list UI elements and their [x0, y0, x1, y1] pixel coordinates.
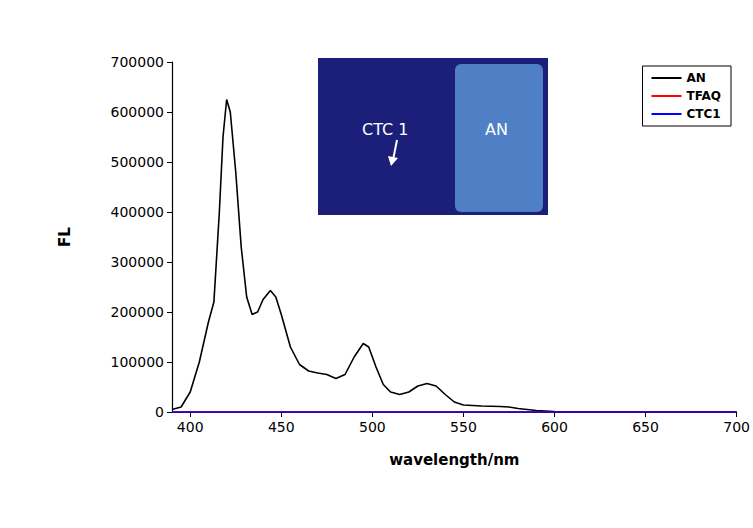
svg-text:400000: 400000: [111, 204, 164, 220]
svg-text:200000: 200000: [111, 304, 164, 320]
svg-text:FL: FL: [56, 227, 74, 247]
svg-text:450: 450: [268, 419, 295, 435]
svg-text:AN: AN: [485, 120, 508, 139]
svg-text:0: 0: [155, 404, 164, 420]
svg-text:TFAQ: TFAQ: [687, 89, 722, 103]
svg-text:100000: 100000: [111, 354, 164, 370]
svg-text:650: 650: [632, 419, 659, 435]
svg-text:300000: 300000: [111, 254, 164, 270]
svg-text:550: 550: [450, 419, 477, 435]
svg-text:AN: AN: [687, 71, 706, 85]
svg-text:CTC 1: CTC 1: [362, 120, 408, 139]
svg-text:wavelength/nm: wavelength/nm: [389, 451, 519, 469]
svg-text:CTC1: CTC1: [687, 107, 721, 121]
svg-text:500000: 500000: [111, 154, 164, 170]
svg-text:600: 600: [541, 419, 568, 435]
svg-text:700: 700: [723, 419, 750, 435]
svg-text:400: 400: [177, 419, 204, 435]
svg-text:600000: 600000: [111, 104, 164, 120]
svg-text:700000: 700000: [111, 54, 164, 70]
svg-text:500: 500: [359, 419, 386, 435]
